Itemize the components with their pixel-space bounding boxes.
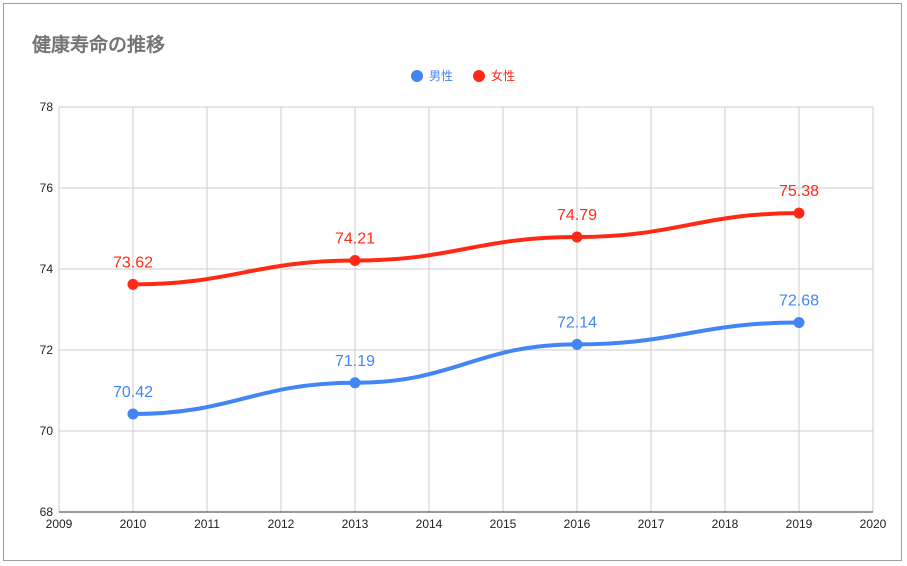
chart-title: 健康寿命の推移 [32,34,166,56]
chart-frame [3,3,902,561]
data-point [793,207,805,219]
data-point [127,408,139,420]
data-label: 71.19 [335,353,375,370]
y-tick-label: 70 [40,424,54,438]
x-tick-label: 2014 [416,517,443,531]
legend-marker-1 [473,70,485,82]
data-label: 72.68 [779,292,819,309]
data-point [127,278,139,290]
data-label: 73.62 [113,254,153,271]
y-tick-label: 72 [40,343,54,357]
x-tick-label: 2020 [860,517,887,531]
data-point [571,231,583,243]
data-label: 75.38 [779,183,819,200]
y-tick-label: 78 [40,100,54,114]
x-tick-label: 2011 [194,517,220,531]
legend-marker-0 [411,70,423,82]
legend-label-1: 女性 [491,68,515,83]
y-tick-label: 76 [40,181,54,195]
data-label: 70.42 [113,384,153,401]
x-tick-label: 2009 [46,517,73,531]
data-point [571,338,583,350]
data-point [349,254,361,266]
data-label: 74.21 [335,230,375,247]
y-tick-label: 68 [40,505,54,519]
x-tick-label: 2016 [564,517,591,531]
x-tick-label: 2019 [786,517,813,531]
data-point [349,377,361,389]
data-label: 74.79 [557,207,597,224]
x-tick-label: 2013 [342,517,369,531]
data-point [793,316,805,328]
x-tick-label: 2010 [120,517,147,531]
x-tick-label: 2018 [712,517,739,531]
series-line-0 [131,320,801,416]
x-tick-label: 2015 [490,517,517,531]
x-tick-label: 2017 [638,517,665,531]
data-label: 72.14 [557,314,597,331]
series-line-1 [131,211,801,287]
y-tick-label: 74 [40,262,54,276]
x-tick-label: 2012 [268,517,295,531]
legend-label-0: 男性 [429,69,453,83]
